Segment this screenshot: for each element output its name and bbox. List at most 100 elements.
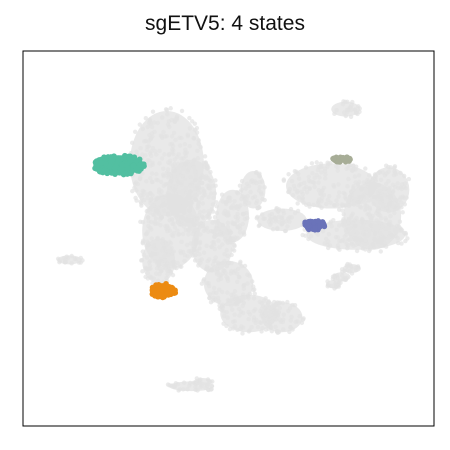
- background-point: [348, 107, 354, 113]
- state-point: [312, 226, 318, 233]
- background-point: [403, 232, 408, 237]
- background-point: [151, 276, 156, 281]
- background-point: [230, 319, 236, 325]
- background-point: [185, 195, 190, 200]
- background-point: [224, 323, 229, 329]
- background-point: [378, 216, 384, 221]
- background-point: [211, 239, 217, 245]
- background-point: [146, 223, 151, 229]
- background-point: [219, 192, 225, 197]
- background-point: [144, 231, 149, 237]
- background-point: [368, 217, 374, 222]
- background-point: [172, 265, 177, 270]
- background-point: [226, 261, 231, 266]
- background-point: [151, 245, 156, 250]
- background-point: [335, 243, 341, 248]
- background-point: [217, 287, 222, 292]
- background-point: [140, 126, 145, 132]
- background-point: [289, 215, 295, 220]
- background-point: [351, 202, 356, 207]
- background-point: [287, 219, 292, 224]
- background-point: [319, 205, 324, 210]
- background-point: [169, 245, 174, 251]
- state-point: [149, 284, 156, 291]
- background-point: [349, 213, 354, 218]
- background-point: [348, 226, 353, 231]
- background-point: [338, 280, 343, 286]
- background-point: [360, 224, 366, 229]
- background-point: [273, 217, 278, 222]
- background-point: [196, 141, 201, 147]
- highlighted-states: [92, 152, 353, 301]
- background-point: [185, 387, 190, 392]
- background-point: [168, 106, 173, 111]
- background-point: [172, 161, 177, 167]
- state-point: [98, 159, 105, 166]
- background-point: [170, 272, 176, 278]
- background-point: [232, 289, 238, 294]
- background-point: [364, 206, 369, 212]
- background-point: [332, 111, 337, 117]
- background-point: [187, 144, 192, 149]
- background-point: [163, 258, 168, 263]
- background-point: [214, 270, 220, 275]
- state-point: [128, 170, 134, 177]
- background-point: [264, 304, 269, 309]
- background-point: [281, 177, 287, 182]
- state-point: [315, 218, 322, 224]
- background-point: [238, 326, 244, 332]
- background-point: [234, 189, 240, 195]
- background-point: [314, 160, 319, 165]
- background-point: [229, 268, 234, 274]
- background-point: [269, 211, 275, 217]
- state-point: [108, 154, 114, 160]
- background-point: [352, 224, 357, 230]
- background-point: [253, 320, 258, 326]
- background-point: [205, 382, 211, 387]
- background-point: [173, 381, 179, 386]
- state-point: [111, 165, 118, 171]
- background-point: [375, 207, 381, 213]
- background-point: [205, 163, 210, 168]
- background-point: [371, 201, 376, 206]
- background-point: [206, 229, 211, 234]
- background-point: [173, 214, 179, 219]
- background-point: [257, 173, 262, 178]
- background-point: [194, 125, 200, 131]
- background-point: [396, 240, 401, 246]
- background-point: [280, 317, 286, 322]
- background-point: [229, 303, 234, 308]
- background-point: [142, 139, 147, 144]
- background-point: [223, 201, 229, 207]
- background-point: [375, 196, 380, 202]
- background-point: [257, 299, 262, 305]
- background-point: [216, 227, 221, 233]
- background-point: [301, 316, 306, 321]
- background-point: [311, 202, 316, 208]
- background-point: [194, 130, 200, 135]
- background-point: [333, 235, 339, 240]
- background-point: [149, 197, 154, 202]
- background-point: [235, 279, 240, 284]
- background-point: [180, 231, 186, 237]
- background-point: [169, 150, 175, 155]
- background-point: [202, 154, 208, 159]
- background-point: [371, 182, 377, 188]
- background-point: [289, 314, 294, 320]
- background-point: [211, 195, 216, 201]
- background-point: [179, 264, 184, 269]
- background-point: [346, 176, 351, 182]
- background-point: [179, 217, 184, 222]
- background-point: [167, 239, 172, 245]
- background-point: [147, 274, 153, 279]
- background-point: [221, 268, 226, 273]
- background-point: [351, 229, 357, 234]
- background-point: [208, 186, 213, 191]
- background-point: [130, 188, 135, 194]
- background-point: [399, 182, 405, 187]
- background-point: [170, 250, 175, 255]
- background-point: [163, 182, 168, 187]
- background-point: [366, 184, 371, 189]
- background-point: [175, 260, 180, 266]
- state-point: [94, 166, 100, 172]
